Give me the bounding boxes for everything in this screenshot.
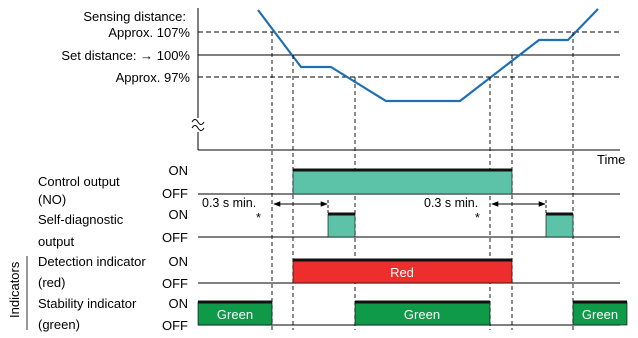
distance-curve [257,8,599,103]
axis-break-icon [191,119,205,131]
selfdiag-off-label: OFF [162,230,188,245]
event-lines [271,32,574,330]
detection-label-line1: Detection indicator [38,254,146,269]
selfdiag-pulse-1 [327,213,356,238]
stability-off-label: OFF [162,318,188,333]
control-label-line2: (NO) [38,192,66,207]
selfdiag-label-line2: output [38,234,75,249]
sensing-label-line2: Approx. 107% [108,25,190,40]
distance-section: Time Sensing distance: Approx. 107% Set … [61,8,625,167]
indicators-group-label: Indicators [7,261,22,318]
delay-label-1: 0.3 s min. [202,196,256,210]
detection-label-line2: (red) [38,275,65,290]
delay-star-1: * [256,211,261,225]
stability-bar-2-text: Green [404,307,440,322]
set-distance-label: Set distance: → 100% [61,48,190,63]
stability-bar-3-text: Green [582,307,618,322]
selfdiag-label-line1: Self-diagnostic [38,212,124,227]
detection-on-label: ON [169,254,189,269]
control-output-row: Control output (NO) ON OFF [38,163,620,207]
stability-label-line2: (green) [38,317,80,332]
control-label-line1: Control output [38,174,120,189]
stability-bar-1-text: Green [217,307,253,322]
detection-off-label: OFF [162,276,188,291]
stability-on-label: ON [169,296,189,311]
stability-indicator-row: Stability indicator (green) ON OFF Green… [38,296,628,333]
control-on-bar [292,169,513,195]
selfdiag-on-label: ON [169,207,189,222]
detection-indicator-row: Detection indicator (red) ON OFF Red [38,254,620,291]
delay-star-2: * [475,211,480,225]
detection-bar-text: Red [390,265,414,280]
sensing-label-line1: Sensing distance: [83,9,186,24]
stability-label-line1: Stability indicator [38,296,137,311]
time-label: Time [597,152,625,167]
selfdiag-pulse-2 [545,213,574,238]
control-on-label: ON [169,163,189,178]
control-off-label: OFF [162,186,188,201]
delay-label-2: 0.3 s min. [424,196,478,210]
approx-97-label: Approx. 97% [116,70,191,85]
selfdiag-output-row: Self-diagnostic output ON OFF 0.3 s min.… [38,196,620,249]
